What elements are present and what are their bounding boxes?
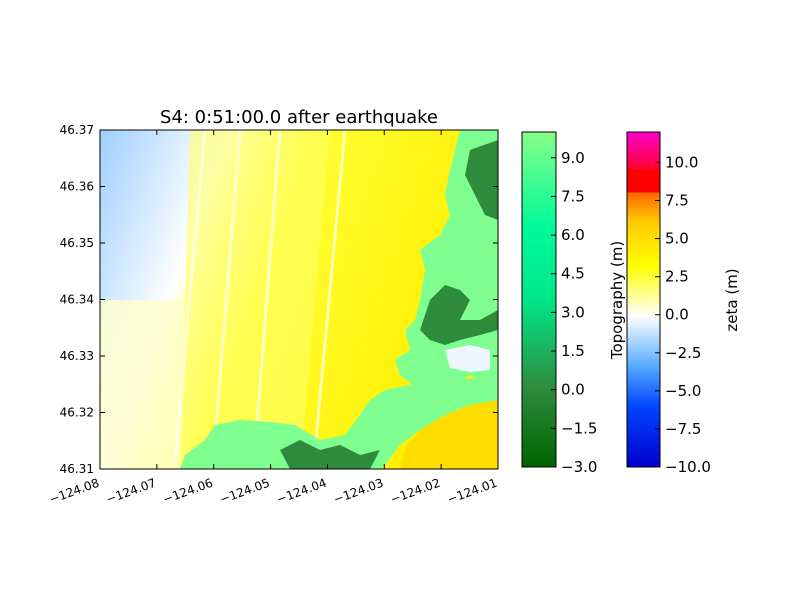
- y-tick-label: 46.36: [60, 180, 94, 194]
- colorbar-tick-label: 7.5: [665, 192, 689, 210]
- colorbar-tick-label: 1.5: [561, 342, 585, 360]
- colorbar-tick-label: 0.0: [665, 306, 689, 324]
- x-tick-label: −124.07: [104, 476, 158, 507]
- y-tick-label: 46.31: [60, 462, 94, 476]
- chart-title: S4: 0:51:00.0 after earthquake: [160, 107, 438, 128]
- x-tick-label: −124.01: [445, 476, 499, 507]
- colorbar-tick-label: 7.5: [561, 187, 585, 205]
- colorbar-tick-label: −2.5: [665, 344, 701, 362]
- colorbar-tick-label: 3.0: [561, 303, 585, 321]
- land-south: [180, 375, 498, 469]
- y-tick-label: 46.37: [60, 123, 94, 137]
- y-tick-label: 46.35: [60, 236, 94, 250]
- offshore-band: [100, 300, 190, 469]
- x-tick-label: −124.04: [275, 476, 329, 507]
- x-tick-label: −124.03: [332, 476, 386, 507]
- colorbar-topography-gradient: [521, 131, 557, 468]
- land-lowland-2: [420, 285, 498, 345]
- colorbar-topography: −3.0 −1.5 0.0 1.5 3.0 4.5 6.0 7.5 9.0 Topography…: [521, 131, 626, 476]
- x-tick-label: −124.02: [388, 476, 442, 507]
- colorbar-tick-label: −10.0: [665, 458, 711, 476]
- colorbar-zeta: −10.0 −7.5 −5.0 −2.5 0.0 2.5 5.0 7.5 10.0 zeta (…: [626, 131, 741, 476]
- y-tick-label: 46.34: [60, 293, 94, 307]
- colorbar-tick-label: −5.0: [665, 382, 701, 400]
- bay-bottom-right: [400, 400, 498, 469]
- nearshore-band: [180, 130, 330, 469]
- x-tick-label: −124.08: [47, 476, 101, 507]
- colorbar-tick-label: −7.5: [665, 420, 701, 438]
- colorbar-tick-label: −1.5: [561, 419, 597, 437]
- y-tick-label: 46.33: [60, 349, 94, 363]
- x-tick-label: −124.05: [218, 476, 272, 507]
- land-lowland: [465, 140, 498, 220]
- colorbar-topography-label: Topography (m): [608, 241, 626, 360]
- y-tick-label: 46.32: [60, 406, 94, 420]
- land-south-dark: [280, 440, 380, 469]
- colorbar-tick-label: 10.0: [665, 153, 698, 171]
- map-plot-area: [100, 130, 498, 469]
- colorbar-tick-label: 4.5: [561, 265, 585, 283]
- colorbar-tick-label: 2.5: [665, 268, 689, 286]
- colorbar-zeta-ticks: −10.0 −7.5 −5.0 −2.5 0.0 2.5 5.0 7.5 10.0: [655, 153, 711, 476]
- colorbar-zeta-gradient: [626, 131, 661, 468]
- colorbar-zeta-label: zeta (m): [723, 268, 741, 331]
- white-pool: [445, 345, 490, 372]
- x-tick-label: −124.06: [161, 476, 215, 507]
- y-axis: 46.31 46.32 46.33 46.34 46.35 46.36 46.37: [60, 123, 498, 476]
- colorbar-tick-label: 5.0: [665, 230, 689, 248]
- colorbar-tick-label: 0.0: [561, 381, 585, 399]
- colorbar-tick-label: −3.0: [561, 458, 597, 476]
- colorbar-topography-ticks: −3.0 −1.5 0.0 1.5 3.0 4.5 6.0 7.5 9.0: [551, 149, 597, 476]
- colorbar-tick-label: 9.0: [561, 149, 585, 167]
- colorbar-tick-label: 6.0: [561, 226, 585, 244]
- wave-streaks: [173, 130, 347, 461]
